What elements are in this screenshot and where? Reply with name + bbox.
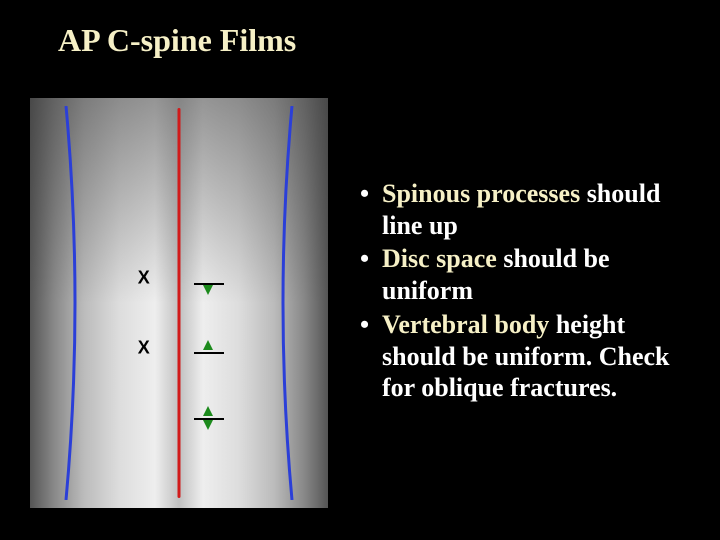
xray-marker-x-icon: X <box>138 338 149 359</box>
xray-marker-x-icon: X <box>138 268 149 289</box>
xray-marker-arrow-up-icon <box>203 406 213 416</box>
xray-marker-arrow-down-icon <box>203 285 213 295</box>
bullet-lead: Disc space <box>382 244 497 273</box>
xray-image: X X <box>30 98 328 508</box>
xray-marker-arrow-up-icon <box>203 340 213 350</box>
xray-marker-hline <box>194 352 224 354</box>
bullet-item: Vertebral body height should be uniform.… <box>360 309 700 404</box>
bullet-lead: Spinous processes <box>382 179 580 208</box>
xray-guideline-center-red <box>178 108 181 498</box>
bullet-item: Spinous processes should line up <box>360 178 700 241</box>
bullet-lead: Vertebral body <box>382 310 549 339</box>
xray-marker-arrow-down-icon <box>203 420 213 430</box>
bullet-list: Spinous processes should line up Disc sp… <box>360 178 700 406</box>
bullet-item: Disc space should be uniform <box>360 243 700 306</box>
slide-title: AP C-spine Films <box>58 22 296 59</box>
